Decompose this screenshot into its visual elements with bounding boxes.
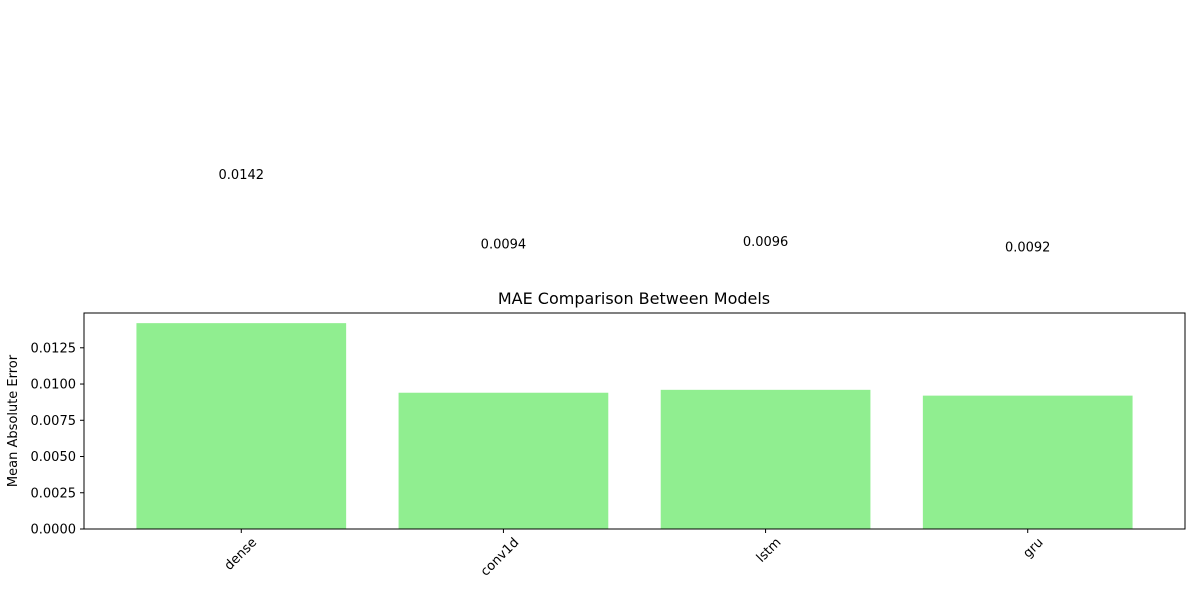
y-tick-label: 0.0050 — [31, 450, 77, 465]
data-labels-layer: 0.0142 0.0094 0.0096 0.0092 — [219, 168, 1051, 255]
data-label-gru: 0.0092 — [1005, 241, 1051, 256]
y-axis-ticks: 0.0000 0.0025 0.0050 0.0075 0.0100 0.0125 — [31, 341, 84, 538]
bar-conv1d — [398, 392, 609, 529]
x-tick-label-lstm: lstm — [754, 535, 785, 566]
y-tick-label: 0.0000 — [31, 523, 77, 538]
y-tick-label: 0.0075 — [31, 414, 77, 429]
y-tick-label: 0.0100 — [31, 378, 77, 393]
plot-frame — [83, 312, 1186, 530]
y-tick-label: 0.0025 — [31, 486, 77, 501]
bars-layer — [136, 323, 1133, 529]
bar-lstm — [660, 389, 871, 529]
data-label-dense: 0.0142 — [219, 168, 265, 183]
x-tick-label-dense: dense — [222, 535, 260, 573]
x-tick-label-gru: gru — [1020, 535, 1046, 561]
data-label-conv1d: 0.0094 — [481, 238, 527, 253]
y-tick-label: 0.0125 — [31, 341, 77, 356]
data-label-lstm: 0.0096 — [743, 235, 789, 250]
bar-gru — [922, 395, 1133, 529]
x-axis-ticks: dense conv1d lstm gru — [222, 529, 1047, 579]
x-tick-label-conv1d: conv1d — [478, 535, 522, 579]
chart-title: MAE Comparison Between Models — [498, 289, 770, 308]
y-axis-title: Mean Absolute Error — [6, 354, 21, 487]
bar-dense — [136, 323, 347, 529]
